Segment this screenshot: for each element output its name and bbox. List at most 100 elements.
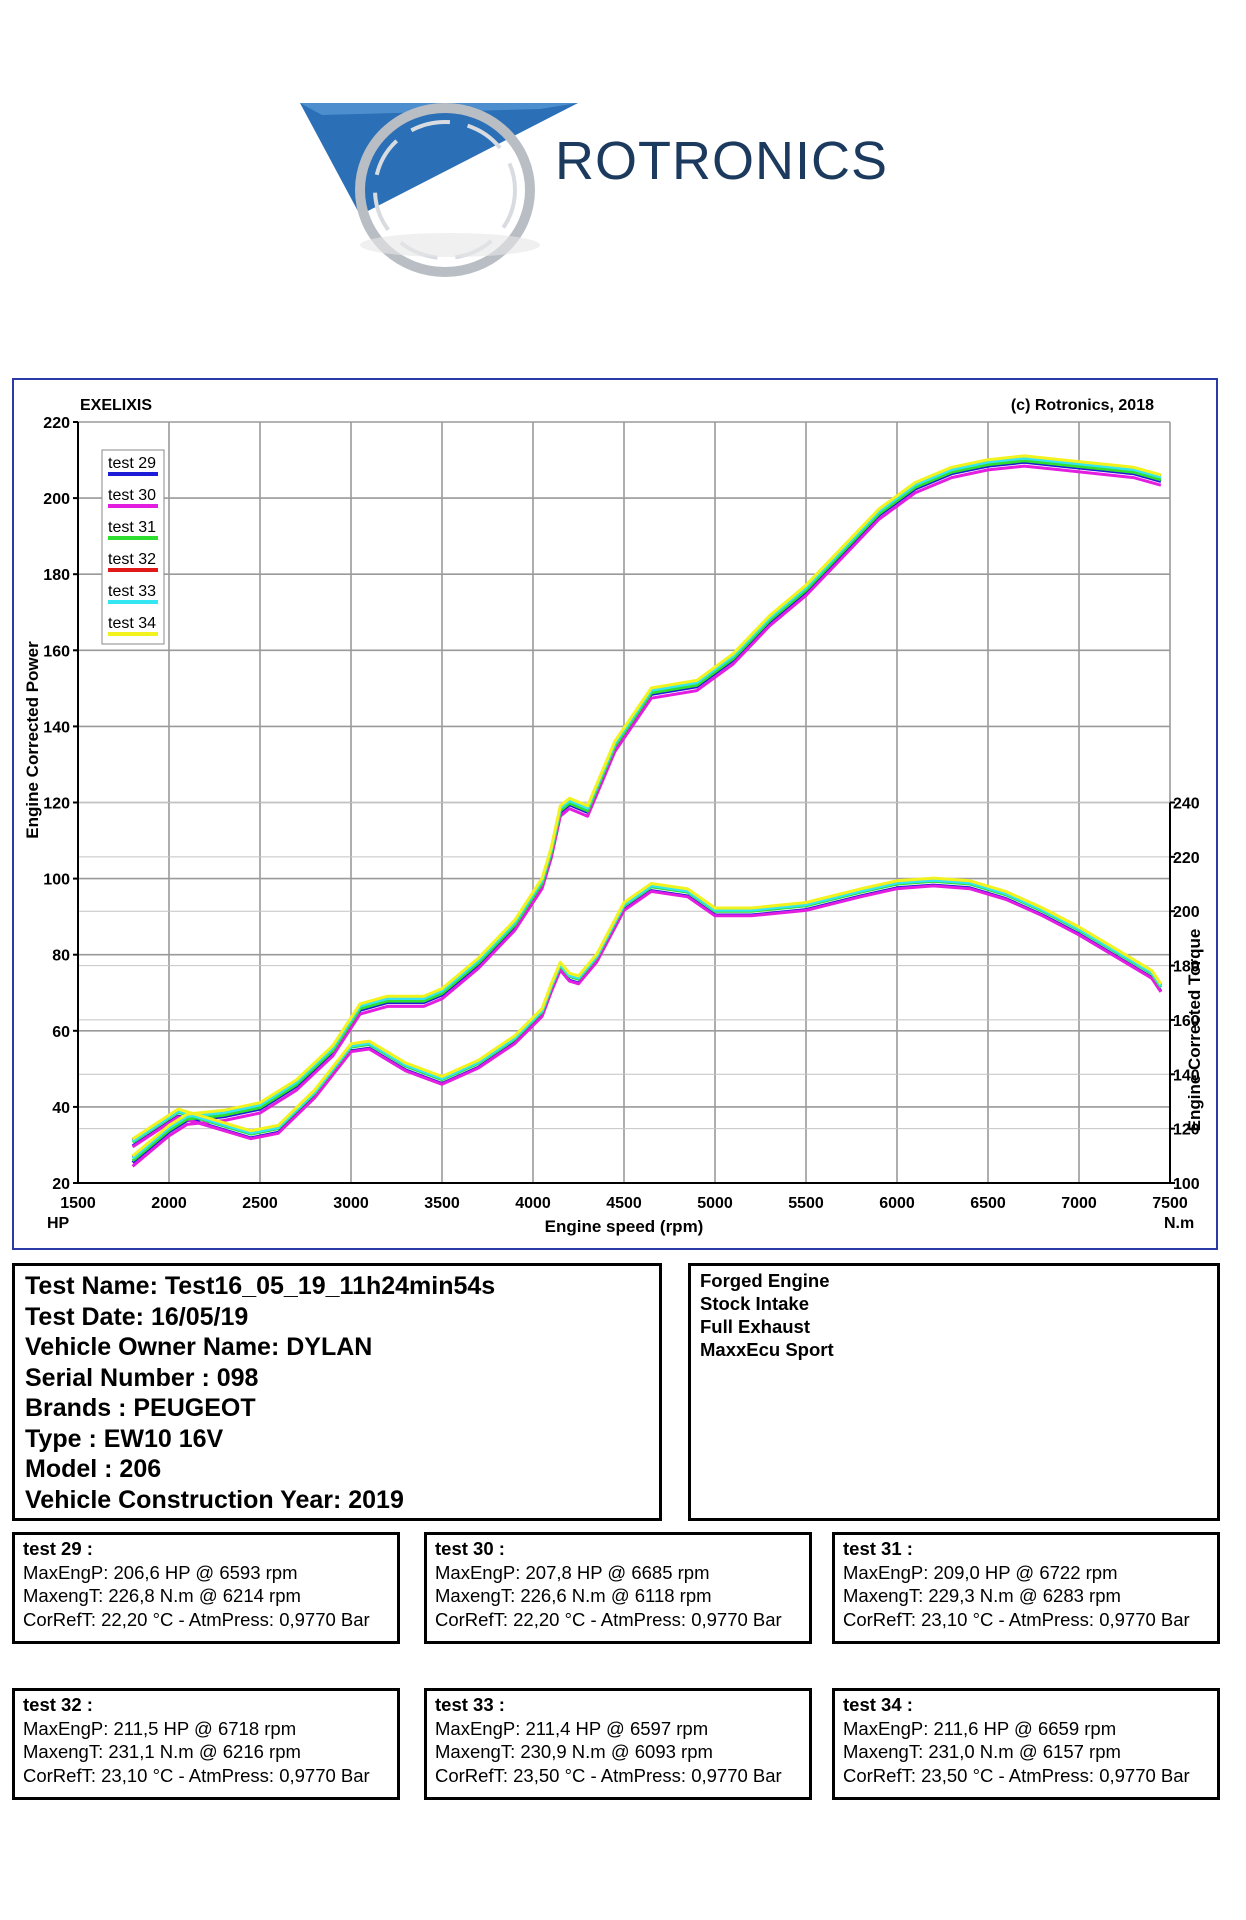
owner-name: Vehicle Owner Name: DYLAN: [25, 1333, 373, 1361]
test-max-power: MaxEngP: 211,6 HP @ 6659 rpm: [843, 1717, 1117, 1739]
test-corref: CorRefT: 22,20 °C - AtmPress: 0,9770 Bar: [435, 1608, 782, 1630]
power-curve-test-34: [131, 454, 1162, 1158]
y-right-axis-label: Engine Corrected Torque: [1185, 929, 1204, 1132]
y-left-tick-label: 60: [52, 1024, 70, 1041]
construction-year: Vehicle Construction Year: 2019: [25, 1485, 404, 1514]
test-result-title: test 29 :: [23, 1538, 93, 1559]
test-result-box: test 31 : MaxEngP: 209,0 HP @ 6722 rpm Max…: [832, 1532, 1220, 1644]
legend-label: test 31: [108, 519, 156, 536]
test-corref: CorRefT: 23,50 °C - AtmPress: 0,9770 Bar: [435, 1764, 782, 1786]
test-result-box: test 30 : MaxEngP: 207,8 HP @ 6685 rpm Max…: [424, 1532, 812, 1644]
note-item: Stock Intake: [700, 1293, 809, 1314]
x-tick-label: 5000: [697, 1195, 733, 1212]
power-curve-test-29: [131, 460, 1162, 1164]
x-tick-label: 3000: [333, 1195, 369, 1212]
x-axis-label: Engine speed (rpm): [545, 1217, 704, 1236]
y-right-tick-label: 200: [1173, 904, 1200, 921]
test-max-power: MaxEngP: 211,4 HP @ 6597 rpm: [435, 1717, 709, 1739]
note-item: Forged Engine: [700, 1270, 830, 1291]
torque-curve-test-34: [131, 876, 1163, 1141]
y-right-tick-label: 220: [1173, 850, 1200, 867]
test-max-power: MaxEngP: 209,0 HP @ 6722 rpm: [843, 1561, 1118, 1583]
test-max-power: MaxEngP: 206,6 HP @ 6593 rpm: [23, 1561, 298, 1583]
logo-ring: [355, 103, 535, 277]
y-right-tick-label: 240: [1173, 796, 1200, 813]
test-result-box: test 32 : MaxEngP: 211,5 HP @ 6718 rpm Max…: [12, 1688, 400, 1800]
test-max-torque: MaxengT: 230,9 N.m @ 6093 rpm: [435, 1741, 713, 1762]
note-item: MaxxEcu Sport: [700, 1339, 834, 1360]
test-result-box: test 34 : MaxEngP: 211,6 HP @ 6659 rpm Max…: [832, 1688, 1220, 1800]
power-curve-test-33: [131, 456, 1162, 1160]
test-max-power: MaxEngP: 207,8 HP @ 6685 rpm: [435, 1561, 710, 1583]
test-result-box: test 29 : MaxEngP: 206,6 HP @ 6593 rpm Max…: [12, 1532, 400, 1644]
logo-brand-text: ROTRONICS: [555, 131, 888, 191]
x-tick-label: 7000: [1061, 1195, 1097, 1212]
legend-label: test 29: [108, 455, 156, 472]
x-tick-label: 4000: [515, 1195, 551, 1212]
power-curve-test-31: [131, 459, 1162, 1163]
test-result-title: test 32 :: [23, 1694, 93, 1715]
left-unit-label: HP: [47, 1215, 70, 1232]
test-result-title: test 33 :: [435, 1694, 505, 1715]
rotronics-logo: [300, 95, 920, 285]
y-left-tick-label: 200: [43, 491, 70, 508]
engine-type: Type : EW10 16V: [25, 1424, 224, 1453]
test-result-title: test 30 :: [435, 1538, 505, 1559]
legend-label: test 32: [108, 551, 156, 568]
legend-label: test 30: [108, 487, 156, 504]
test-max-power: MaxEngP: 211,5 HP @ 6718 rpm: [23, 1717, 297, 1739]
test-corref: CorRefT: 23,10 °C - AtmPress: 0,9770 Bar: [843, 1608, 1190, 1630]
y-right-tick-label: 100: [1173, 1176, 1200, 1193]
y-left-tick-label: 80: [52, 948, 70, 965]
y-left-tick-label: 160: [43, 643, 70, 660]
power-curve-test-32: [131, 455, 1162, 1159]
dyno-chart-frame: 1500 2000 2500 3000 3500 4000 4500 5000 5500 6000…: [12, 378, 1218, 1250]
y-left-tick-label: 100: [43, 872, 70, 889]
model: Model : 206: [25, 1455, 162, 1483]
y-left-tick-label: 140: [43, 719, 70, 736]
legend-label: test 33: [108, 583, 156, 600]
serial-number: Serial Number : 098: [25, 1363, 259, 1392]
brand: Brands : PEUGEOT: [25, 1394, 256, 1422]
y-right-tick-label: 160: [1173, 1013, 1200, 1030]
dyno-chart: 1500 2000 2500 3000 3500 4000 4500 5000 5500 6000…: [23, 397, 1204, 1236]
y-left-tick-label: 40: [52, 1100, 70, 1117]
note-item: Full Exhaust: [700, 1316, 810, 1337]
y-right-tick-label: 120: [1173, 1122, 1200, 1139]
y-left-tick-label: 120: [43, 796, 70, 813]
x-tick-label: 6000: [879, 1195, 915, 1212]
torque-curve-test-30: [131, 884, 1163, 1149]
vehicle-info-box: Test Name: Test16_05_19_11h24min54s Test…: [12, 1263, 662, 1521]
test-date: Test Date: 16/05/19: [25, 1302, 249, 1331]
test-result-box: test 33 : MaxEngP: 211,4 HP @ 6597 rpm Max…: [424, 1688, 812, 1800]
y-right-tick-label: 180: [1173, 959, 1200, 976]
y-left-tick-label: 220: [43, 415, 70, 432]
test-max-torque: MaxengT: 231,0 N.m @ 6157 rpm: [843, 1741, 1121, 1762]
x-tick-label: 1500: [60, 1195, 96, 1212]
y-right-tick-label: 140: [1173, 1067, 1200, 1084]
chart-title-left: EXELIXIS: [80, 397, 152, 414]
logo-blue-wedge: [300, 103, 578, 215]
test-max-torque: MaxengT: 226,6 N.m @ 6118 rpm: [435, 1585, 712, 1606]
right-unit-label: N.m: [1164, 1215, 1194, 1232]
chart-title-right: (c) Rotronics, 2018: [1011, 397, 1154, 414]
test-result-title: test 31 :: [843, 1538, 913, 1559]
legend-box: [101, 449, 165, 645]
test-max-torque: MaxengT: 231,1 N.m @ 6216 rpm: [23, 1741, 301, 1762]
torque-curve-test-33: [131, 878, 1163, 1143]
test-result-title: test 34 :: [843, 1694, 913, 1715]
x-tick-label: 2000: [151, 1195, 187, 1212]
modifications-box: Forged Engine Stock Intake Full Exhaust …: [688, 1263, 1220, 1521]
test-max-torque: MaxengT: 226,8 N.m @ 6214 rpm: [23, 1585, 301, 1606]
test-corref: CorRefT: 22,20 °C - AtmPress: 0,9770 Bar: [23, 1608, 370, 1630]
y-left-axis-label: Engine Corrected Power: [23, 641, 42, 839]
x-tick-label: 3500: [424, 1195, 460, 1212]
x-tick-label: 7500: [1152, 1195, 1188, 1212]
power-curve-test-30: [131, 464, 1162, 1168]
test-corref: CorRefT: 23,10 °C - AtmPress: 0,9770 Bar: [23, 1764, 370, 1786]
x-tick-label: 2500: [242, 1195, 278, 1212]
x-tick-label: 4500: [606, 1195, 642, 1212]
y-left-tick-label: 20: [52, 1176, 70, 1193]
x-tick-label: 5500: [788, 1195, 824, 1212]
torque-curve-test-32: [131, 877, 1163, 1142]
